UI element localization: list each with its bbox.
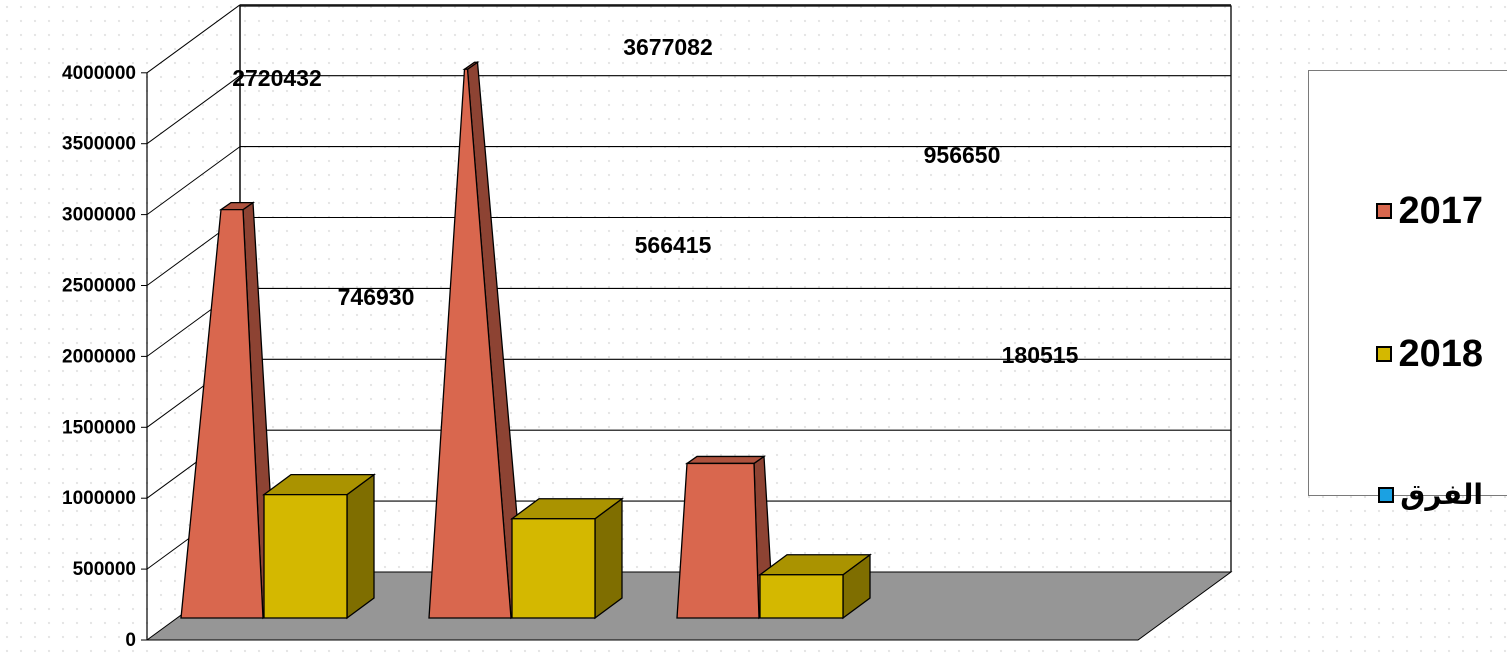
chart-legend: 2017 2018 الفرق	[1308, 70, 1507, 509]
y-tick-label: 1000000	[62, 488, 136, 509]
y-tick-label: 4000000	[62, 63, 136, 84]
bar-2017-front-3	[676, 462, 760, 619]
bar-2017-top-3	[684, 455, 767, 465]
y-axis-ticks: 0 500000 1000000 1500000 2000000 2500000 30000…	[62, 63, 147, 651]
bar-2018-front-3	[759, 574, 844, 619]
bar-2018-front-2	[511, 518, 596, 619]
legend-swatch-2017	[1376, 203, 1393, 219]
bar-2017-front-2	[428, 68, 512, 619]
bar-2018-front-1	[263, 493, 348, 619]
legend-label-2018: 2018	[1398, 333, 1483, 375]
chart-bars	[180, 61, 872, 620]
legend-item-2018: 2018	[1309, 335, 1483, 373]
y-tick-label: 1500000	[62, 417, 136, 438]
y-tick-label: 0	[125, 630, 136, 649]
data-label: 3677082	[623, 34, 713, 60]
legend-label-2017: 2017	[1398, 190, 1483, 232]
side-wall-gridline	[146, 4, 241, 74]
y-tick-label: 3000000	[62, 205, 136, 226]
legend-label-difference: الفرق	[1400, 479, 1483, 510]
bar-2018-side-2	[594, 497, 623, 620]
data-label: 566415	[635, 232, 712, 258]
chart-data-labels: 2720432 3677082 956650 746930 566415 180515	[232, 34, 1078, 368]
bar-2018-side-1	[346, 473, 375, 620]
data-label: 2720432	[232, 65, 322, 91]
data-label: 746930	[338, 284, 415, 310]
data-label: 180515	[1002, 342, 1079, 368]
side-wall-gridline	[146, 146, 241, 216]
y-tick-label: 2500000	[62, 276, 136, 297]
y-tick-label: 2000000	[62, 346, 136, 367]
side-wall-gridline	[146, 75, 241, 145]
y-tick-label: 500000	[73, 559, 136, 580]
legend-swatch-2018	[1376, 346, 1393, 362]
y-tick-label: 3500000	[62, 134, 136, 155]
data-label: 956650	[924, 142, 1001, 168]
legend-item-difference: الفرق	[1309, 481, 1483, 509]
legend-item-2017: 2017	[1309, 192, 1483, 230]
bar-2017-front-1	[180, 208, 264, 619]
legend-swatch-difference	[1378, 487, 1395, 503]
